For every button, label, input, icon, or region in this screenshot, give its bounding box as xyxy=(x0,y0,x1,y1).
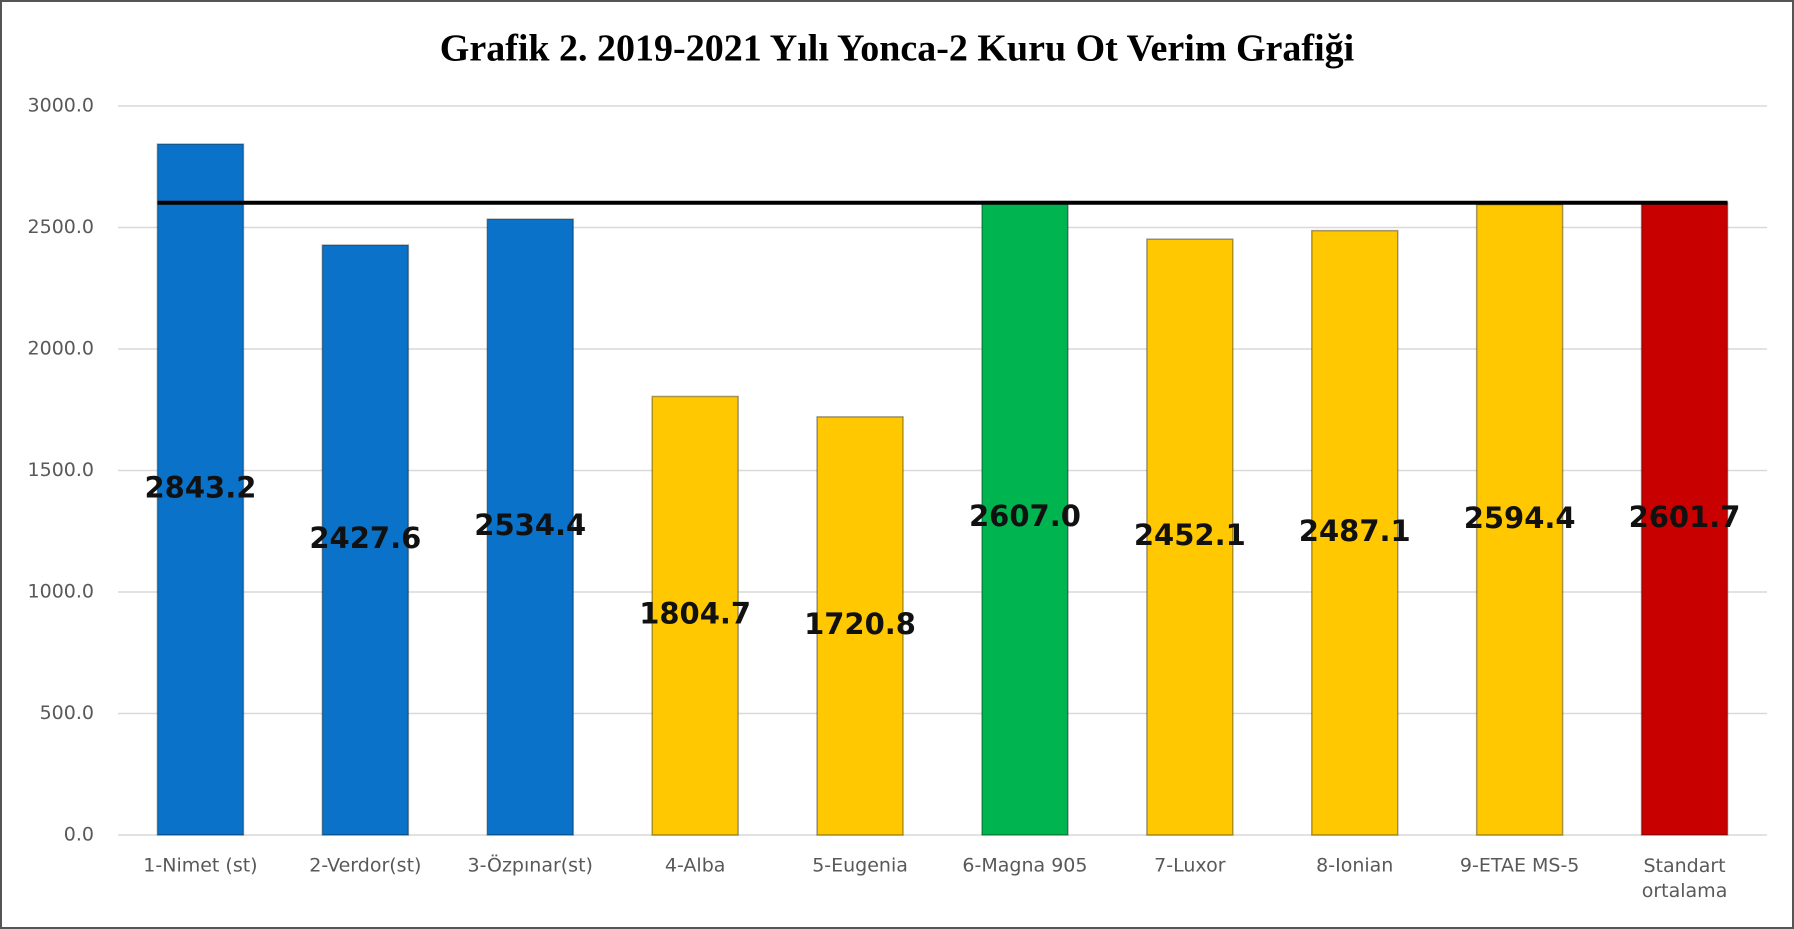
data-label: 1804.7 xyxy=(639,597,751,631)
bar xyxy=(816,416,904,836)
y-tick-label: 1500.0 xyxy=(28,459,94,481)
bar xyxy=(1146,238,1234,836)
chart-title: Grafik 2. 2019-2021 Yılı Yonca-2 Kuru Ot… xyxy=(440,28,1354,70)
data-label: 2843.2 xyxy=(144,471,256,505)
data-label: 2601.7 xyxy=(1629,500,1741,534)
x-tick-label: 5-Eugenia xyxy=(812,855,908,877)
y-tick-label: 3000.0 xyxy=(28,95,94,117)
data-label: 2594.4 xyxy=(1464,501,1576,535)
y-tick-label: 500.0 xyxy=(40,702,94,724)
bar xyxy=(1475,203,1564,836)
x-tick-label: 8-Ionian xyxy=(1316,855,1393,877)
bar xyxy=(651,395,739,836)
x-tick-label: 9-ETAE MS-5 xyxy=(1460,855,1580,877)
bar xyxy=(981,200,1069,836)
y-tick-label: 0.0 xyxy=(64,824,94,846)
bar xyxy=(321,244,410,836)
data-label: 2487.1 xyxy=(1299,514,1411,548)
y-tick-label: 2500.0 xyxy=(28,216,94,238)
x-tick-label: 2-Verdor(st) xyxy=(309,855,421,877)
data-label: 2534.4 xyxy=(474,508,586,542)
bar xyxy=(1640,202,1729,836)
x-tick-label: 1-Nimet (st) xyxy=(143,855,257,877)
x-tick-label: 3-Özpınar(st) xyxy=(468,854,593,877)
x-tick-label: Standart ortalama xyxy=(1642,855,1728,902)
x-tick-label: 6-Magna 905 xyxy=(962,855,1087,877)
bar xyxy=(156,143,245,836)
x-tick-label: 4-Alba xyxy=(665,855,726,877)
y-tick-label: 1000.0 xyxy=(28,581,94,603)
x-tick-label: 7-Luxor xyxy=(1154,855,1226,877)
data-label: 2427.6 xyxy=(309,521,421,555)
bar xyxy=(1311,229,1399,836)
y-tick-label: 2000.0 xyxy=(28,338,94,360)
data-label: 2607.0 xyxy=(969,499,1081,533)
bar xyxy=(486,218,574,836)
data-label: 1720.8 xyxy=(804,607,916,641)
data-label: 2452.1 xyxy=(1134,518,1246,552)
